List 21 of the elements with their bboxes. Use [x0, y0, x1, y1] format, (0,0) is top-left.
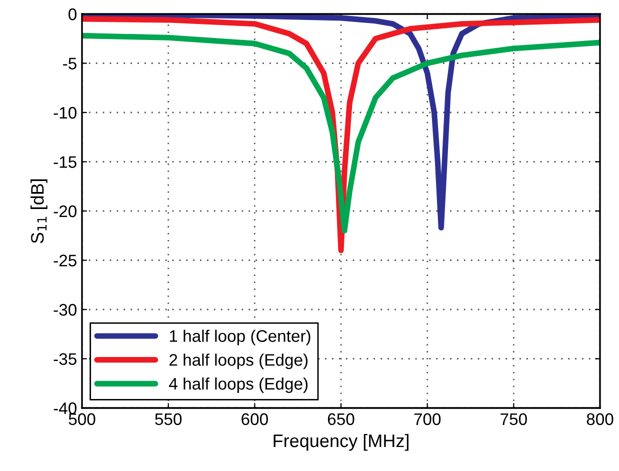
y-tick-label: -10 [54, 106, 76, 119]
x-tick-label: 550 [155, 413, 182, 426]
legend-label: 1 half loop (Center) [170, 330, 310, 346]
x-tick-label: 700 [414, 413, 441, 426]
y-tick-label: 0 [68, 8, 76, 20]
x-tick-label: 500 [68, 413, 96, 426]
y-axis-title: S$_{11}$ [dB] [30, 179, 48, 244]
x-tick-label: 750 [500, 413, 527, 426]
y-tick-label: -30 [54, 304, 76, 316]
legend-label: 4 half loops (Edge) [169, 377, 308, 393]
x-tick-label: 650 [328, 413, 354, 426]
x-axis-title: Frequency [MHz] [274, 434, 408, 451]
x-tick-label: 800 [586, 413, 614, 426]
x-tick-label: 600 [242, 413, 268, 426]
y-tick-label: -20 [54, 205, 76, 218]
y-tick-label: -5 [63, 58, 76, 70]
legend-label: 2 half loops (Edge) [170, 354, 308, 370]
y-tick-label: -25 [54, 254, 76, 266]
y-tick-label: -35 [54, 353, 76, 365]
y-tick-label: -15 [54, 156, 76, 168]
y-tick-label: -40 [54, 402, 76, 414]
